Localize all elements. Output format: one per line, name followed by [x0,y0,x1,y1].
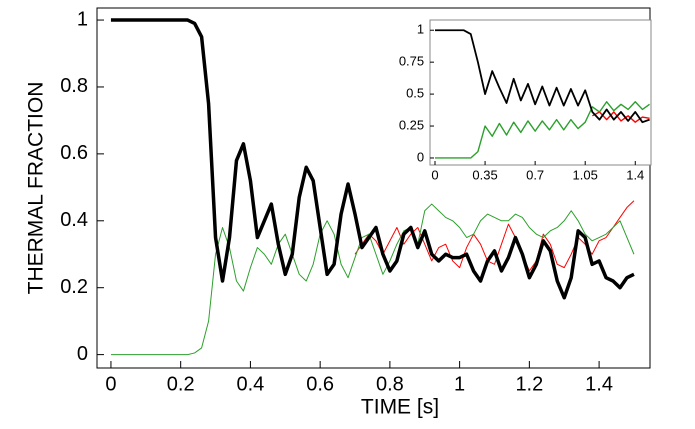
series-line [110,203,635,356]
y-tick-label: 0.5 [406,86,424,101]
y-tick-label: 0.8 [60,75,88,97]
y-tick-label: 0.25 [399,117,424,132]
y-tick-label: 0.6 [60,142,88,164]
y-tick-label: 1 [417,22,424,37]
x-tick-label: 0.4 [237,373,265,395]
x-tick-label: 0.35 [472,167,497,182]
y-tick-label: 0.2 [60,276,88,298]
y-tick-label: 0 [417,149,424,164]
x-tick-label: 1.05 [573,167,598,182]
x-tick-label: 1 [454,373,465,395]
x-tick-label: 1.4 [626,167,644,182]
x-tick-label: 0.7 [526,167,544,182]
y-axis-label: THERMAL FRACTION [25,82,48,295]
x-tick-label: 1.4 [585,373,613,395]
x-tick-label: 0.8 [376,373,404,395]
x-tick-label: 1.2 [515,373,543,395]
series-line [110,18,635,300]
x-tick-label: 0 [105,373,116,395]
x-tick-label: 0 [431,167,438,182]
x-axis-label: TIME [s] [361,396,439,419]
series-line [435,29,650,124]
series-line [435,101,650,159]
y-tick-label: 1 [77,8,88,30]
y-tick-label: 0.4 [60,209,88,231]
y-tick-label: 0 [77,343,88,365]
x-tick-label: 0.6 [306,373,334,395]
x-tick-label: 0.2 [167,373,195,395]
y-tick-label: 0.75 [399,54,424,69]
